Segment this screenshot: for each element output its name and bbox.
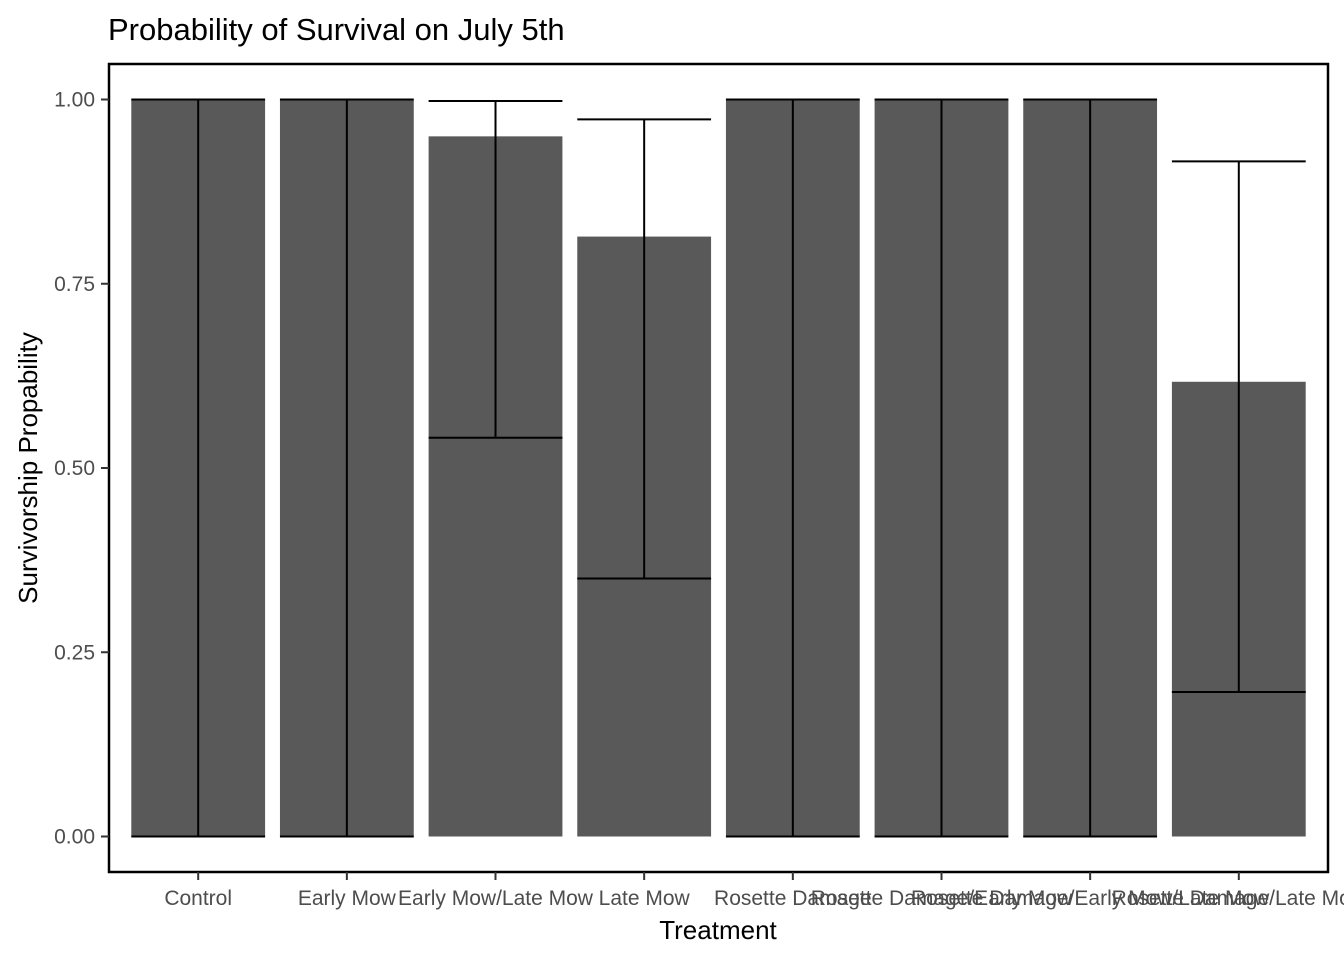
bars-layer (131, 99, 1306, 837)
y-tick-label: 0.00 (54, 826, 95, 849)
x-axis: Control Early Mow Early Mow/Late Mow Late M… (164, 872, 1344, 910)
x-tick-label: Rosette Damage/Early Mow (811, 887, 1073, 910)
x-tick-label: Rosette Damage (714, 887, 872, 910)
x-tick-label: Early Mow/Late Mow (398, 887, 594, 910)
y-axis: 0.00 0.25 0.50 0.75 1.00 (54, 89, 109, 849)
error-bar (1171, 160, 1306, 694)
y-axis-title: Survivorship Propability (13, 332, 43, 604)
y-tick-label: 0.25 (54, 641, 95, 664)
chart-title: Probability of Survival on July 5th (108, 12, 565, 47)
x-tick-label: Rosette Damage/Late Mow (1112, 887, 1344, 910)
y-tick-label: 0.75 (54, 273, 95, 296)
error-bar (725, 98, 860, 838)
error-bar (428, 99, 563, 439)
error-bars-layer (131, 98, 1306, 838)
x-tick-label: Late Mow (599, 887, 691, 910)
x-tick-label: Rosette Damage/Early Mow/Late Mow (911, 887, 1270, 910)
x-tick-label: Control (164, 887, 232, 910)
x-tick-label: Early Mow (298, 887, 397, 910)
y-tick-label: 1.00 (54, 89, 95, 112)
error-bar (131, 98, 266, 838)
error-bar (279, 98, 414, 838)
error-bar (1023, 98, 1158, 838)
x-axis-title: Treatment (659, 915, 777, 945)
error-bar (874, 98, 1009, 838)
error-bar (577, 118, 712, 580)
y-tick-label: 0.50 (54, 457, 95, 480)
